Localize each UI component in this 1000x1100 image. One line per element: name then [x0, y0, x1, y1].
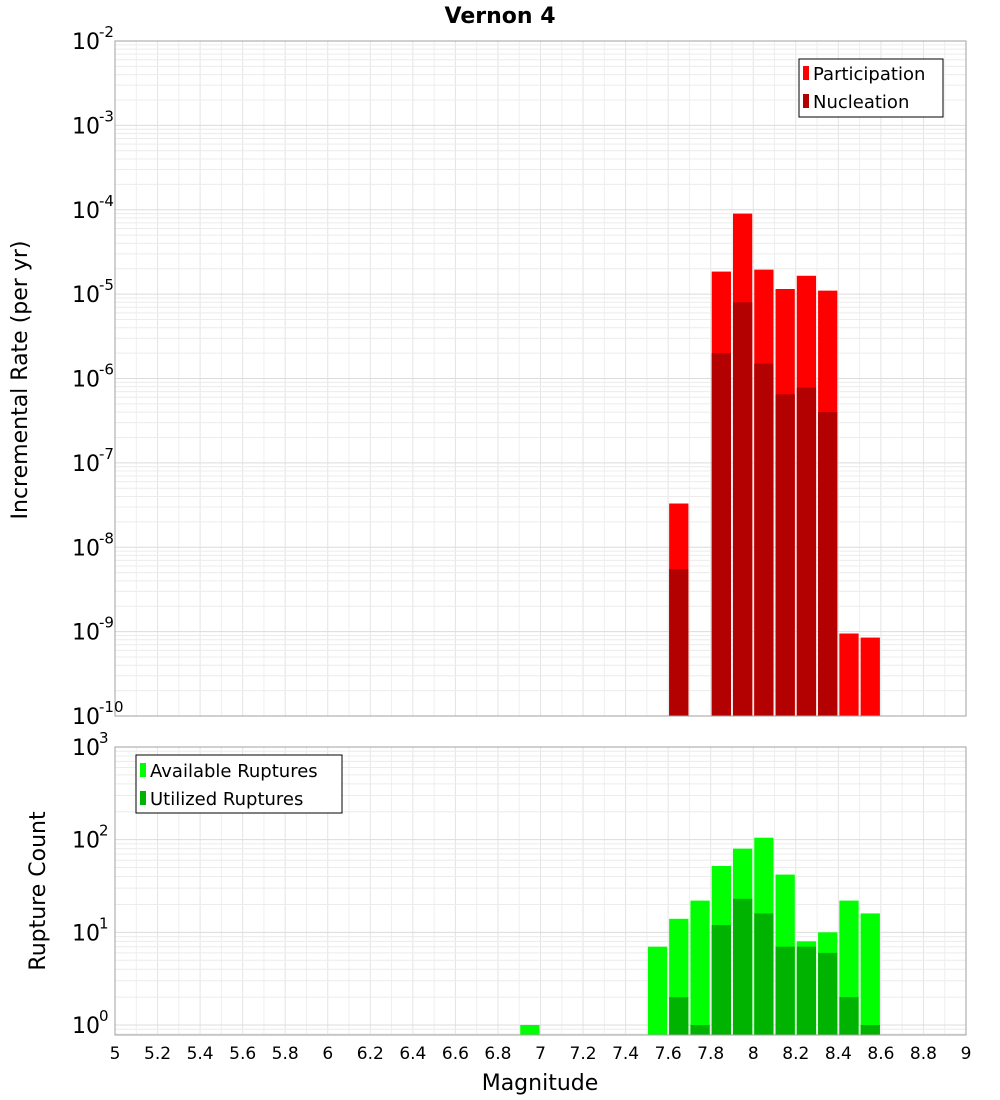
bar-utilized-ruptures: [818, 952, 838, 1035]
y-tick-exponent: -6: [99, 361, 114, 379]
y-tick-label: 10: [72, 368, 100, 393]
bar-nucleation: [669, 569, 689, 716]
x-tick-label: 5: [110, 1044, 121, 1064]
bar-utilized-ruptures: [669, 997, 689, 1035]
y-tick-label: 10: [72, 30, 100, 55]
y-tick-label: 10: [72, 1014, 100, 1039]
bar-utilized-ruptures: [839, 997, 859, 1035]
y-tick-label: 10: [72, 736, 100, 761]
y-tick-exponent: 3: [99, 729, 109, 747]
y-tick-exponent: -3: [99, 107, 114, 125]
x-tick-label: 5.2: [144, 1044, 171, 1064]
bar-nucleation: [754, 363, 774, 716]
x-tick-label: 6: [322, 1044, 333, 1064]
y-tick-exponent: -8: [99, 529, 114, 547]
chart-title: Vernon 4: [445, 4, 556, 29]
legend-swatch-utilized: [140, 791, 146, 805]
bar-utilized-ruptures: [754, 913, 774, 1035]
top-plot-frame: [114, 40, 967, 717]
top-legend-box: [798, 58, 944, 118]
y-tick-label: 10: [72, 921, 100, 946]
y-tick-exponent: 2: [99, 822, 109, 840]
x-tick-label: 8: [748, 1044, 759, 1064]
x-axis-label: Magnitude: [482, 1071, 599, 1096]
top-gridlines: [114, 40, 967, 717]
x-tick-label: 7.8: [697, 1044, 724, 1064]
x-tick-label: 5.4: [187, 1044, 214, 1064]
bottom-plot-frame: [114, 746, 967, 1036]
top-bars: [669, 213, 880, 717]
legend-swatch-available: [140, 763, 146, 777]
legend-swatch-nucleation: [803, 94, 809, 108]
x-tick-labels: 5 5.2 5.4 5.6 5.8 6 6.2 6.4 6.6 6.8 7 7.2 7.4 7.6 7.8 8…: [110, 1044, 972, 1064]
y-tick-exponent: -7: [99, 445, 114, 463]
bar-utilized-ruptures: [860, 1025, 880, 1035]
y-tick-label: 10: [72, 452, 100, 477]
legend-label-available: Available Ruptures: [150, 761, 318, 782]
y-tick-label: 10: [72, 114, 100, 139]
x-tick-label: 6.6: [442, 1044, 469, 1064]
x-tick-label: 8.2: [782, 1044, 809, 1064]
bar-utilized-ruptures: [690, 1025, 710, 1035]
x-tick-label: 7: [535, 1044, 546, 1064]
x-tick-label: 9: [961, 1044, 972, 1064]
bottom-legend-box: [135, 754, 343, 814]
y-tick-exponent: -9: [99, 614, 114, 632]
top-y-tick-labels: 10-210-310-410-510-610-710-810-910-10: [72, 23, 124, 730]
y-tick-label: 10: [72, 536, 100, 561]
x-tick-label: 8.4: [825, 1044, 852, 1064]
y-tick-label: 10: [72, 621, 100, 646]
x-tick-label: 7.6: [655, 1044, 682, 1064]
y-tick-exponent: -2: [99, 23, 114, 41]
x-tick-label: 5.8: [272, 1044, 299, 1064]
x-tick-label: 5.6: [229, 1044, 256, 1064]
bar-available-ruptures: [647, 946, 668, 1035]
bar-participation: [839, 633, 859, 716]
x-tick-label: 6.4: [399, 1044, 426, 1064]
bar-utilized-ruptures: [775, 946, 795, 1035]
bottom-bars: [520, 837, 880, 1035]
bar-nucleation: [796, 387, 817, 716]
bar-available-ruptures: [690, 900, 710, 1035]
y-tick-exponent: -5: [99, 276, 114, 294]
bar-utilized-ruptures: [732, 898, 753, 1035]
y-tick-exponent: -4: [99, 192, 114, 210]
y-tick-label: 10: [72, 283, 100, 308]
bar-nucleation: [818, 412, 838, 716]
bar-utilized-ruptures: [711, 924, 731, 1035]
x-tick-label: 6.8: [484, 1044, 511, 1064]
y-tick-exponent: 0: [99, 1007, 109, 1025]
bottom-y-axis-label: Rupture Count: [26, 811, 51, 971]
x-tick-label: 6.2: [357, 1044, 384, 1064]
legend-label-utilized: Utilized Ruptures: [150, 789, 303, 810]
bottom-legend: Available Ruptures Utilized Ruptures: [135, 754, 343, 814]
x-tick-label: 7.2: [570, 1044, 597, 1064]
y-tick-label: 10: [72, 705, 100, 730]
legend-swatch-participation: [803, 66, 809, 80]
y-tick-label: 10: [72, 199, 100, 224]
top-y-axis-label: Incremental Rate (per yr): [8, 241, 33, 520]
y-tick-exponent: -10: [99, 698, 124, 716]
bar-available-ruptures: [520, 1025, 540, 1035]
bar-utilized-ruptures: [796, 946, 817, 1035]
bar-nucleation: [775, 394, 795, 716]
participation-plot: 10-210-310-410-510-610-710-810-910-10 In…: [8, 23, 967, 730]
bar-participation: [860, 637, 880, 716]
y-tick-exponent: 1: [99, 914, 109, 932]
top-legend: Participation Nucleation: [798, 58, 944, 118]
x-tick-label: 8.8: [910, 1044, 937, 1064]
bar-available-ruptures: [860, 913, 880, 1035]
x-tick-label: 7.4: [612, 1044, 639, 1064]
legend-label-participation: Participation: [813, 64, 925, 85]
bar-nucleation: [732, 302, 753, 716]
x-tick-label: 8.6: [867, 1044, 894, 1064]
bar-nucleation: [711, 353, 731, 716]
y-tick-label: 10: [72, 829, 100, 854]
legend-label-nucleation: Nucleation: [813, 92, 909, 113]
